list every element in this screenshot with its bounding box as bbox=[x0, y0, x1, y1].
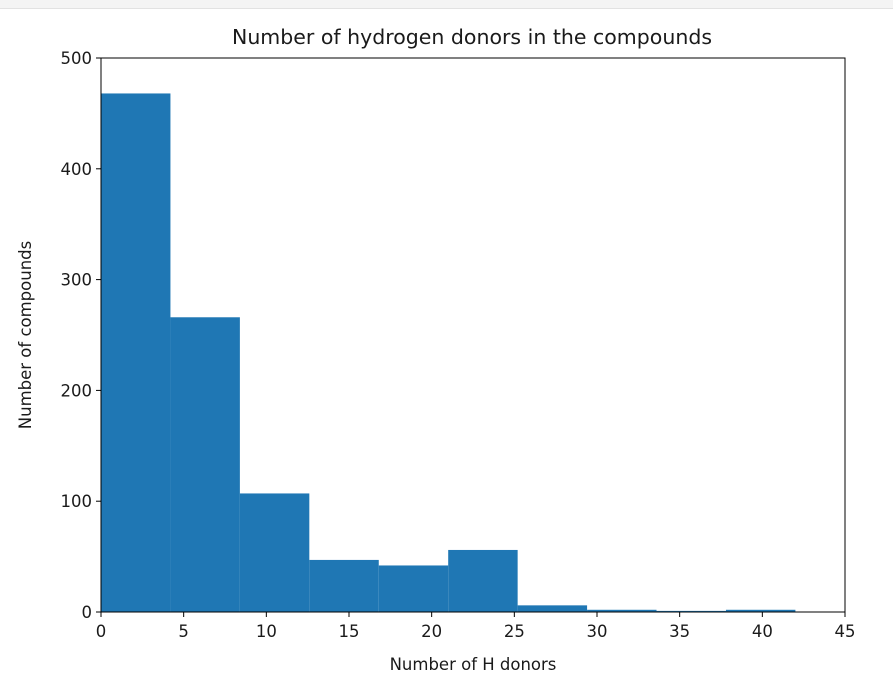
y-tick-label: 400 bbox=[61, 160, 93, 179]
histogram-bar-5 bbox=[378, 565, 449, 612]
x-tick-label: 15 bbox=[339, 622, 360, 641]
histogram-bar-9 bbox=[656, 610, 726, 612]
x-axis-label: Number of H donors bbox=[390, 655, 557, 674]
histogram-bar-6 bbox=[448, 549, 518, 612]
y-tick-label: 200 bbox=[61, 381, 93, 400]
histogram-bar-3 bbox=[239, 493, 310, 612]
histogram-bar-2 bbox=[170, 317, 240, 612]
x-tick-label: 40 bbox=[752, 622, 773, 641]
y-tick-label: 500 bbox=[61, 49, 93, 68]
window-top-strip bbox=[0, 0, 893, 9]
x-tick-label: 25 bbox=[504, 622, 525, 641]
x-tick-label: 20 bbox=[421, 622, 442, 641]
x-axis-ticks: 0 5 10 15 20 25 30 35 40 45 bbox=[96, 612, 856, 641]
y-tick-label: 100 bbox=[61, 492, 93, 511]
x-tick-label: 30 bbox=[587, 622, 608, 641]
y-axis-ticks: 0 100 200 300 400 500 bbox=[61, 49, 101, 622]
axes-frame bbox=[100, 57, 846, 613]
y-axis-label: Number of compounds bbox=[16, 241, 35, 429]
y-tick-label: 300 bbox=[61, 271, 93, 290]
histogram-bar-7 bbox=[517, 605, 588, 612]
x-tick-label: 10 bbox=[256, 622, 277, 641]
x-tick-label: 35 bbox=[669, 622, 690, 641]
histogram-bar-8 bbox=[587, 609, 657, 612]
y-tick-label: 0 bbox=[82, 603, 93, 622]
x-tick-label: 45 bbox=[835, 622, 856, 641]
histogram-bar-4 bbox=[309, 559, 379, 612]
x-tick-label: 5 bbox=[178, 622, 189, 641]
histogram-bar-1 bbox=[101, 93, 171, 613]
histogram-bar-10 bbox=[725, 609, 796, 612]
bars-group bbox=[101, 93, 796, 613]
x-tick-label: 0 bbox=[96, 622, 107, 641]
chart-title: Number of hydrogen donors in the compoun… bbox=[232, 25, 712, 49]
